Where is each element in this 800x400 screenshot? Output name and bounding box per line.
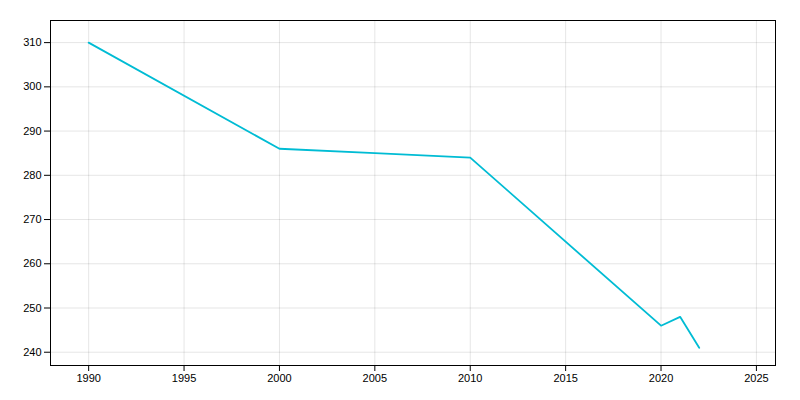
svg-text:280: 280 xyxy=(23,169,41,181)
svg-text:2000: 2000 xyxy=(267,372,291,384)
svg-text:2020: 2020 xyxy=(649,372,673,384)
svg-text:270: 270 xyxy=(23,213,41,225)
svg-text:310: 310 xyxy=(23,36,41,48)
svg-text:1995: 1995 xyxy=(172,372,196,384)
svg-text:2005: 2005 xyxy=(363,372,387,384)
svg-text:2025: 2025 xyxy=(744,372,768,384)
svg-text:290: 290 xyxy=(23,125,41,137)
svg-text:260: 260 xyxy=(23,257,41,269)
svg-text:300: 300 xyxy=(23,80,41,92)
svg-text:240: 240 xyxy=(23,346,41,358)
svg-text:2015: 2015 xyxy=(553,372,577,384)
svg-text:250: 250 xyxy=(23,302,41,314)
svg-text:1990: 1990 xyxy=(76,372,100,384)
svg-text:2010: 2010 xyxy=(458,372,482,384)
